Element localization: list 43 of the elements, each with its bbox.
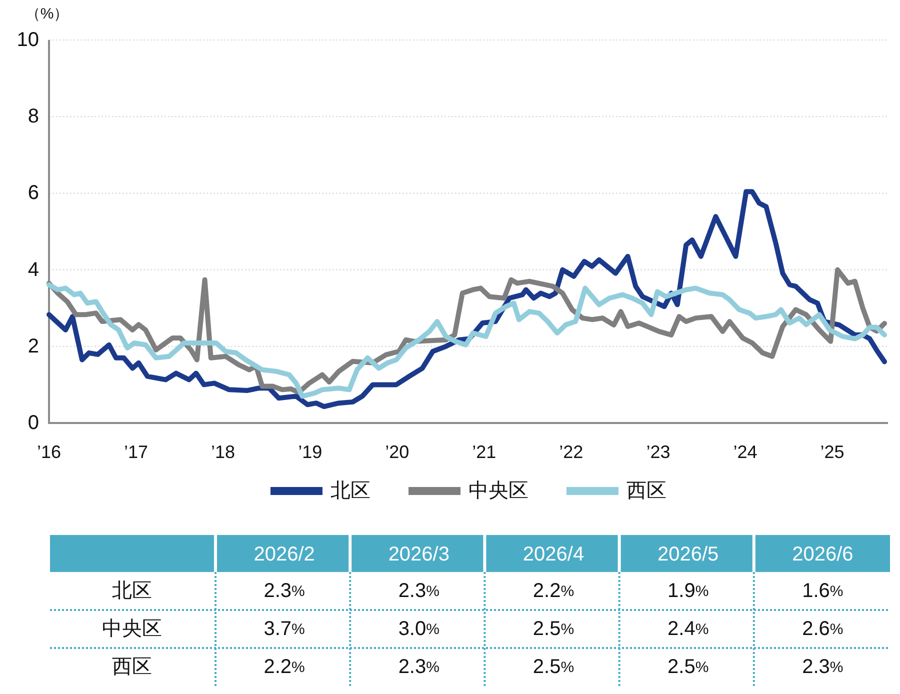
data-label: 2.6% xyxy=(802,618,844,640)
y-tick-label: 10 xyxy=(16,29,39,51)
data-label: 3.0% xyxy=(398,618,440,640)
x-tick-label: ’21 xyxy=(472,442,496,462)
data-label: 2.3% xyxy=(398,656,440,678)
text: 西区 xyxy=(112,656,152,678)
x-tick-label: ’17 xyxy=(124,442,148,462)
data-label: 2.2% xyxy=(532,580,574,602)
x-tick-label: ’16 xyxy=(36,442,62,462)
x-tick-label: ’18 xyxy=(211,442,236,462)
data-label: 3.7% xyxy=(264,618,305,640)
data-label: 2.4% xyxy=(668,618,709,640)
data-label: 1.6% xyxy=(802,580,844,602)
y-tick-label: 4 xyxy=(28,258,39,281)
y-tick-label: 8 xyxy=(28,106,39,128)
y-axis-title: （%） xyxy=(25,6,69,22)
text: 中央区 xyxy=(102,618,162,640)
x-tick-label: ’25 xyxy=(820,442,844,462)
data-label: 2.2% xyxy=(264,656,305,678)
x-tick-label: ’24 xyxy=(733,442,758,462)
legend-label: 中央区 xyxy=(468,480,528,502)
category-label: 2026/4 xyxy=(522,544,584,566)
x-tick-label: ’20 xyxy=(385,442,410,462)
category-label: 2026/5 xyxy=(658,544,719,566)
data-label: 2.5% xyxy=(668,656,709,678)
data-label: 2.5% xyxy=(532,618,574,640)
y-tick-label: 2 xyxy=(28,335,39,358)
data-label: 2.3% xyxy=(264,580,305,602)
data-label: 2.5% xyxy=(532,656,574,678)
data-label: 2.3% xyxy=(398,580,440,602)
category-label: 2026/2 xyxy=(254,544,315,566)
legend-label: 北区 xyxy=(330,480,370,502)
y-tick-label: 0 xyxy=(28,412,39,434)
data-label: 2.3% xyxy=(802,656,844,678)
category-label: 2026/3 xyxy=(388,544,450,566)
text: 北区 xyxy=(112,580,152,602)
x-tick-label: ’23 xyxy=(646,442,670,462)
x-tick-label: ’19 xyxy=(298,442,322,462)
legend-label: 西区 xyxy=(626,480,666,502)
data-label: 1.9% xyxy=(668,580,709,602)
category-label: 2026/6 xyxy=(792,544,854,566)
x-tick-label: ’22 xyxy=(559,442,584,462)
y-tick-label: 6 xyxy=(28,182,39,204)
